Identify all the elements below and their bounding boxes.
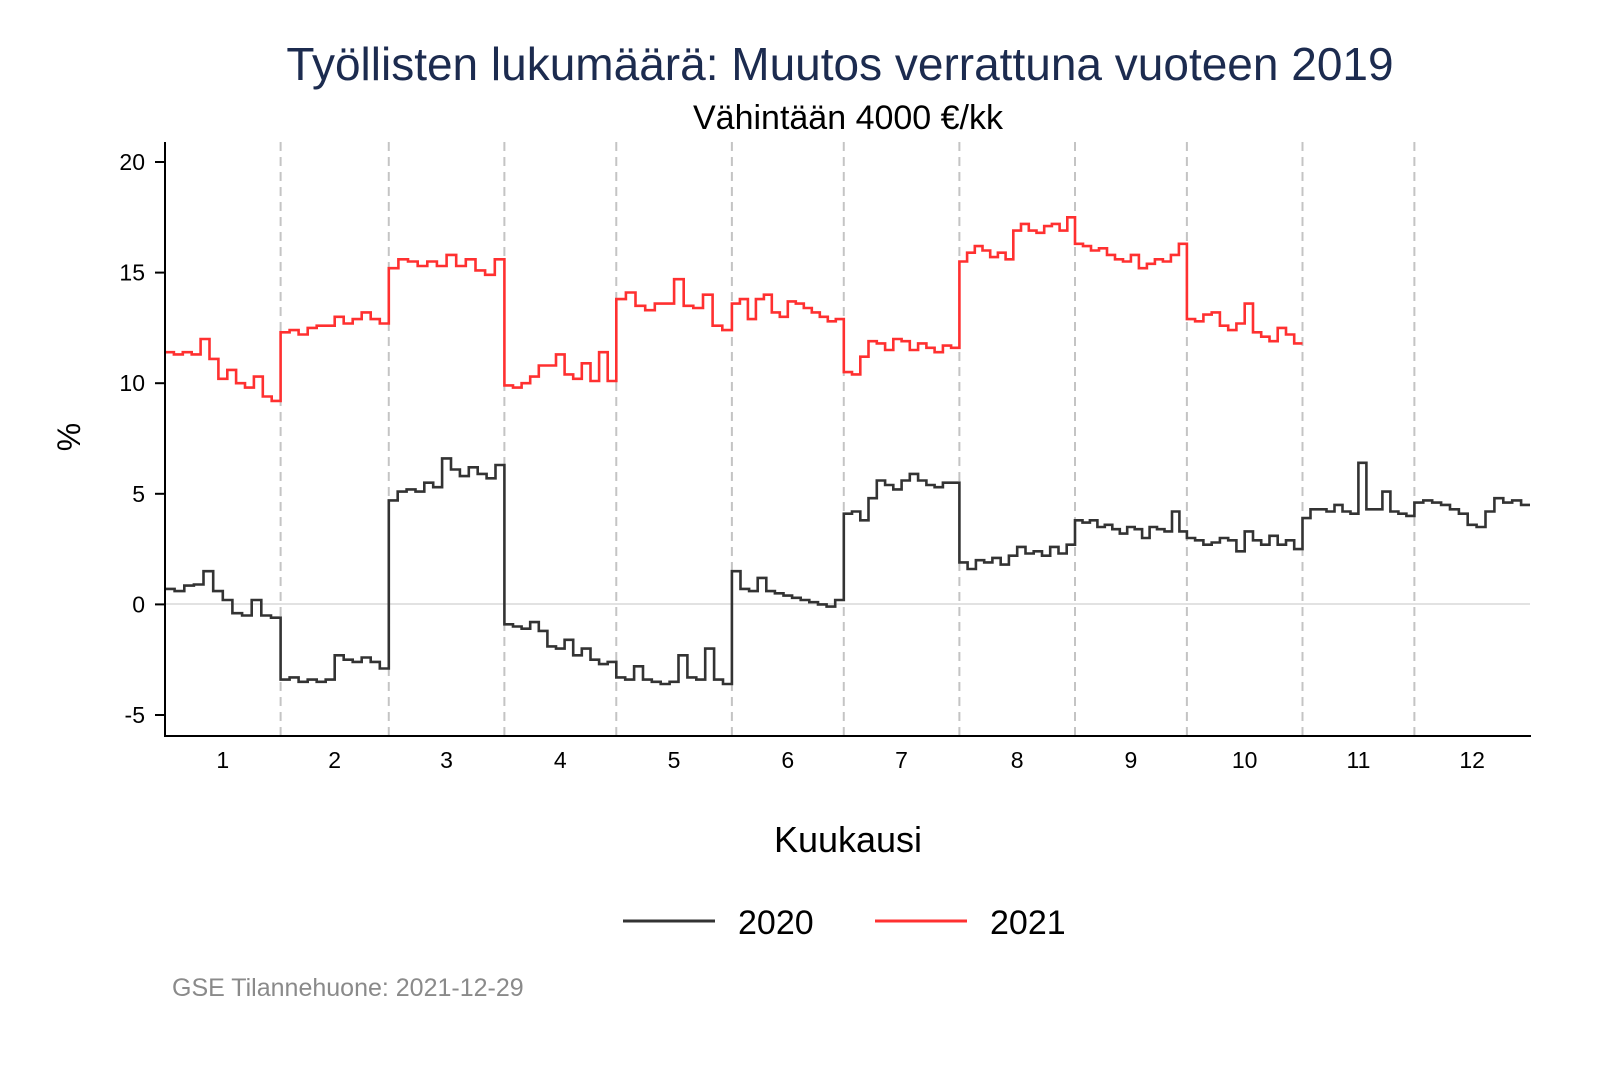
x-tick-label: 9	[1125, 747, 1138, 773]
x-tick-label: 4	[554, 747, 567, 773]
series-group	[165, 216, 1530, 686]
x-tick-label: 11	[1346, 747, 1370, 773]
x-tick-label: 5	[668, 747, 681, 773]
x-tick-label: 7	[895, 747, 908, 773]
y-tick-label: 20	[119, 149, 145, 175]
y-tick-label: 0	[132, 591, 145, 617]
x-tick-label: 2	[328, 747, 341, 773]
legend: 2020 2021	[623, 904, 1066, 942]
source-note: GSE Tilannehuone: 2021-12-29	[172, 974, 524, 1002]
x-axis-label: Kuukausi	[774, 819, 922, 860]
chart-subtitle: Vähintään 4000 €/kk	[693, 99, 1004, 137]
y-tick-label: 15	[119, 260, 145, 286]
y-tick-label: -5	[125, 702, 145, 728]
month-separators	[279, 142, 1416, 736]
x-tick-label: 10	[1232, 747, 1258, 773]
legend-label-2020: 2020	[738, 904, 814, 942]
y-tick-label: 5	[132, 481, 145, 507]
x-tick-label: 8	[1011, 747, 1024, 773]
x-tick-label: 12	[1459, 747, 1485, 773]
x-tick-label: 6	[781, 747, 794, 773]
series-line-2020	[165, 457, 1530, 686]
x-ticks: 1 2 3 4 5 6 7 8 9 10 11 12	[216, 747, 1485, 773]
legend-label-2021: 2021	[990, 904, 1066, 942]
y-tick-label: 10	[119, 370, 145, 396]
x-tick-label: 3	[440, 747, 453, 773]
y-axis-label: %	[51, 423, 87, 451]
y-ticks: -5 0 5 10 15 20	[119, 149, 165, 728]
x-tick-label: 1	[216, 747, 229, 773]
chart-title: Työllisten lukumäärä: Muutos verrattuna …	[286, 38, 1393, 90]
series-line-2021	[165, 216, 1303, 403]
